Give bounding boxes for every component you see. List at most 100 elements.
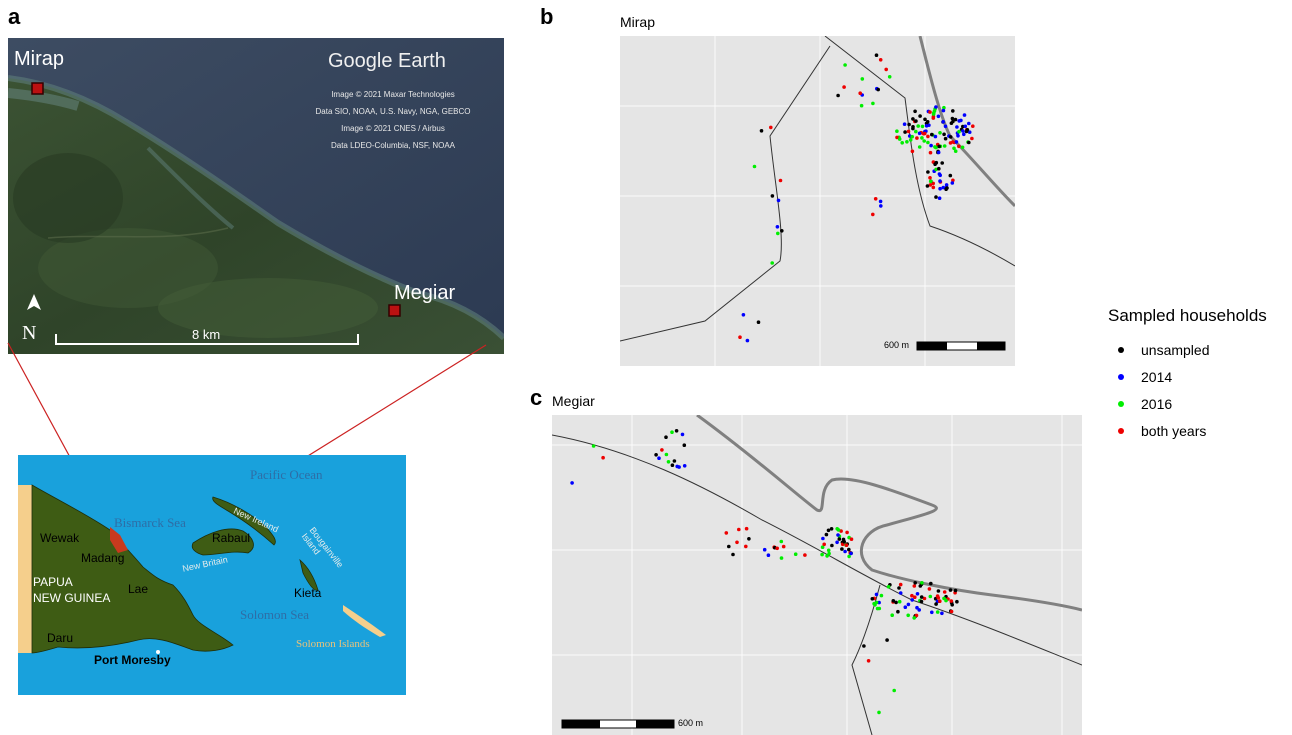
household-point	[925, 184, 930, 188]
panel-b-letter: b	[540, 4, 554, 29]
household-point	[931, 181, 935, 186]
household-point	[849, 537, 854, 541]
mirap-label: Mirap	[14, 48, 65, 70]
port-moresby-label: Port Moresby	[94, 653, 171, 667]
household-point	[938, 186, 942, 191]
household-point	[886, 585, 891, 589]
household-point	[906, 613, 910, 618]
legend-label: 2014	[1141, 368, 1173, 385]
household-point	[878, 58, 883, 62]
wewak-label: Wewak	[40, 531, 80, 545]
household-point	[926, 170, 930, 174]
credit-line: Data LDEO-Columbia, NSF, NOAA	[330, 141, 456, 150]
household-point	[951, 119, 955, 124]
madang-label: Madang	[81, 551, 125, 565]
household-point	[955, 125, 959, 129]
scale-bar	[561, 719, 675, 729]
household-point	[735, 540, 739, 545]
household-point	[931, 185, 936, 190]
household-point	[957, 144, 961, 149]
megiar-scale-label: 600 m	[678, 718, 704, 728]
household-point	[940, 161, 944, 165]
household-point	[941, 108, 946, 113]
household-point	[948, 135, 953, 139]
household-point	[898, 582, 903, 587]
household-point	[601, 455, 605, 460]
household-point	[910, 134, 914, 139]
north-arrow-icon	[27, 294, 41, 310]
household-point	[884, 67, 888, 72]
household-point	[897, 586, 901, 590]
household-point	[874, 53, 879, 57]
legend-swatch	[1118, 346, 1124, 353]
lae-label: Lae	[128, 582, 149, 596]
household-point	[891, 599, 896, 603]
household-point	[660, 448, 664, 452]
mirap-site-marker	[31, 82, 44, 95]
household-point	[948, 588, 953, 592]
household-point	[727, 544, 731, 549]
household-point	[928, 179, 933, 184]
household-point	[917, 145, 922, 149]
legend-swatch	[1118, 427, 1124, 434]
household-point	[752, 164, 757, 169]
household-point	[657, 456, 661, 460]
panel-c-letter: c	[530, 385, 543, 410]
household-point	[781, 544, 786, 549]
household-point	[878, 199, 883, 204]
household-point	[929, 581, 933, 586]
legend: Sampled households unsampled 2014 2016 b…	[1108, 306, 1288, 444]
megiar-map-title: Megiar	[552, 393, 595, 409]
megiar-household-map: 600 m	[552, 415, 1082, 735]
household-point	[858, 91, 862, 95]
household-point	[836, 533, 840, 537]
household-point	[926, 140, 930, 145]
household-point	[897, 137, 902, 141]
household-point	[930, 132, 934, 137]
household-point	[959, 118, 963, 123]
household-point	[956, 134, 960, 138]
road-line	[552, 434, 1082, 666]
household-point	[938, 599, 942, 603]
household-point	[775, 225, 780, 229]
household-point	[843, 63, 847, 67]
household-point	[915, 592, 920, 596]
legend-label: both years	[1141, 422, 1207, 439]
household-point	[871, 212, 875, 217]
household-point	[877, 710, 881, 715]
household-point	[837, 537, 842, 541]
household-point	[875, 606, 880, 611]
household-point	[911, 126, 915, 131]
household-point	[934, 602, 938, 606]
panel-a-letter: a	[8, 4, 21, 29]
google-earth-watermark: Google Earth	[328, 50, 446, 72]
study-area-highlight	[110, 527, 128, 553]
papua-label-line2: NEW GUINEA	[33, 591, 111, 605]
household-point	[926, 134, 930, 139]
household-point	[911, 117, 915, 121]
household-point	[951, 109, 955, 113]
household-point	[918, 114, 922, 118]
household-point	[862, 644, 866, 648]
household-point	[820, 545, 825, 549]
household-point	[920, 581, 924, 585]
household-point	[902, 122, 907, 126]
household-point	[971, 124, 975, 128]
household-point	[953, 149, 958, 153]
png-map-shapes	[18, 455, 406, 695]
household-point	[923, 117, 927, 122]
household-point	[830, 543, 834, 548]
legend-swatch	[1118, 400, 1124, 407]
scale-bar	[55, 334, 359, 345]
household-point	[769, 125, 773, 130]
household-point	[859, 103, 864, 108]
household-point	[780, 229, 784, 233]
household-point	[915, 136, 919, 140]
household-point	[910, 593, 914, 598]
legend-item-both-years: both years	[1108, 417, 1288, 444]
household-point	[925, 120, 930, 124]
household-point	[914, 613, 919, 618]
household-point	[826, 528, 831, 533]
household-point	[759, 129, 764, 133]
household-point	[827, 551, 831, 556]
